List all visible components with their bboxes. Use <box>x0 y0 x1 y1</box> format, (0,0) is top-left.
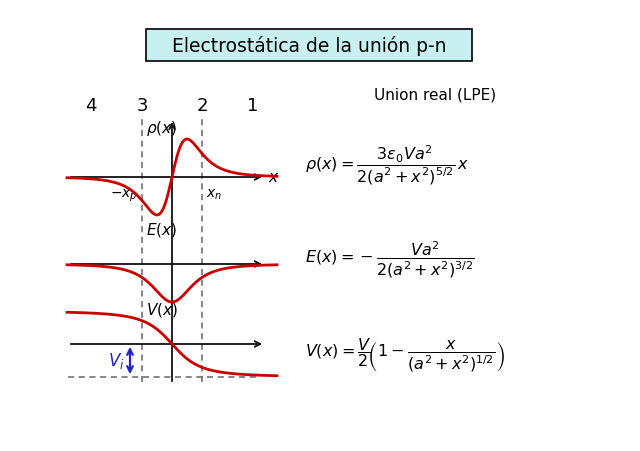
Text: $E(x)$: $E(x)$ <box>147 221 178 239</box>
Text: Union real (LPE): Union real (LPE) <box>374 87 496 102</box>
Text: 4: 4 <box>85 97 97 115</box>
Text: $x_n$: $x_n$ <box>206 188 222 202</box>
Text: 3: 3 <box>136 97 148 115</box>
Text: Electrostática de la unión p-n: Electrostática de la unión p-n <box>172 36 446 56</box>
Text: x: x <box>268 169 277 184</box>
Text: $\rho(x) = \dfrac{3\varepsilon_0 Va^2}{2(a^2+x^2)^{5/2}}\, x$: $\rho(x) = \dfrac{3\varepsilon_0 Va^2}{2… <box>305 143 469 186</box>
FancyBboxPatch shape <box>146 30 472 62</box>
Text: $\rho(x)$: $\rho(x)$ <box>147 118 178 137</box>
Text: $E(x) = -\dfrac{Va^2}{2(a^2+x^2)^{3/2}}$: $E(x) = -\dfrac{Va^2}{2(a^2+x^2)^{3/2}}$ <box>305 239 475 280</box>
Text: $V_i$: $V_i$ <box>108 351 125 371</box>
Text: $V(x) = \dfrac{V}{2}\!\left(1 - \dfrac{x}{(a^2+x^2)^{1/2}}\right)$: $V(x) = \dfrac{V}{2}\!\left(1 - \dfrac{x… <box>305 336 506 373</box>
Text: $V(x)$: $V(x)$ <box>147 300 179 318</box>
Text: $-x_p$: $-x_p$ <box>111 188 138 204</box>
Text: 2: 2 <box>196 97 208 115</box>
Text: 1: 1 <box>247 97 259 115</box>
